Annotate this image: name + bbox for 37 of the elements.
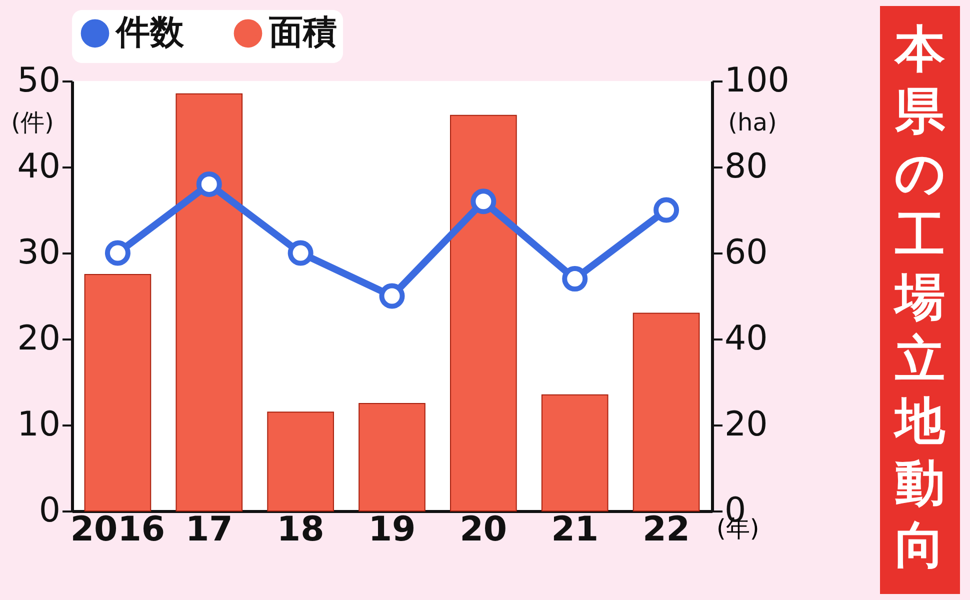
y2-tick-label: 40 [724,318,768,358]
bar [632,312,700,512]
point [379,283,405,309]
x-tick-label: 22 [642,510,690,550]
y-tick-label: 20 [17,318,60,358]
x-tick-label: 18 [276,510,324,550]
bar [84,274,152,512]
point [104,240,130,266]
legend-label: 件数 [114,12,185,52]
y-tick-label: 10 [17,404,60,444]
bar [450,114,517,512]
y2-tick-label: 100 [724,60,790,100]
legend-label: 面積 [269,12,337,52]
point [288,240,314,266]
bar [358,403,426,512]
chart-title: 本県の工場立地動向 [894,20,946,574]
bar [267,412,334,512]
y-tick-label: 50 [17,60,60,100]
y-tick-label: 40 [17,146,60,186]
point [562,266,588,292]
x-tick-label: 19 [368,510,416,550]
point [470,188,496,214]
point [196,171,222,197]
bar [176,93,243,512]
x-tick-label: 21 [551,510,599,550]
y-tick-label: 30 [17,232,60,272]
y-tick-label: 0 [38,490,60,530]
x-tick-label: 17 [185,510,233,550]
x-tick-label: 20 [460,510,508,550]
y2-axis-title: (ha) [728,108,777,136]
x-tick-label: 2016 [70,510,166,550]
point [654,197,680,223]
y2-tick-label: 60 [724,232,768,272]
y2-tick-label: 20 [724,404,768,444]
bar [541,394,608,512]
y-axis-title: (件) [11,108,54,136]
y2-tick-label: 80 [724,146,768,186]
